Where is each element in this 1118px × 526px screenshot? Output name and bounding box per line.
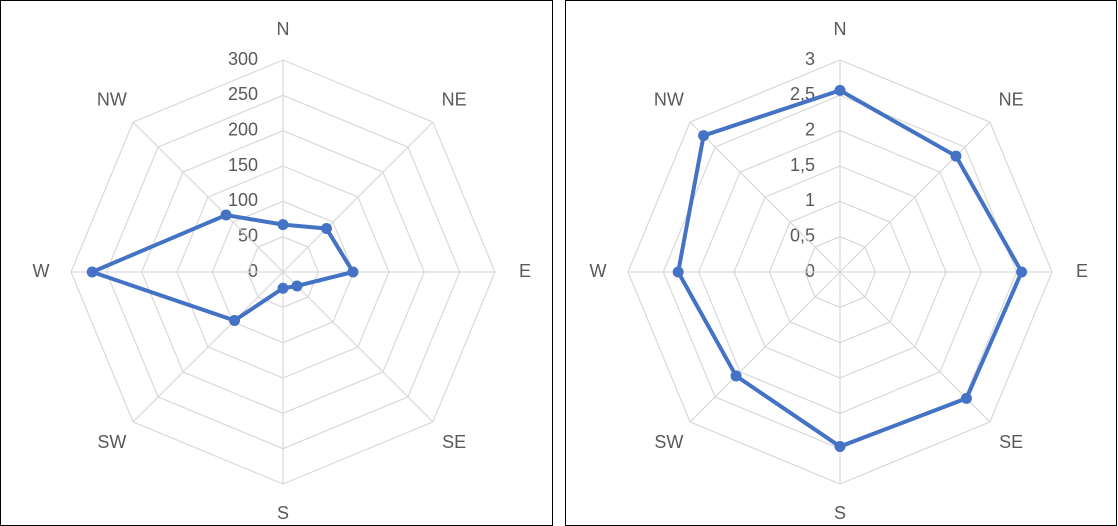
data-point (834, 84, 846, 96)
category-label: SW (654, 432, 683, 452)
category-label: W (590, 261, 607, 281)
data-point (1016, 266, 1028, 278)
category-label: SW (97, 432, 126, 452)
category-label: NW (654, 90, 684, 110)
category-label: NE (999, 90, 1024, 110)
category-label: S (277, 503, 289, 523)
r-tick-label: 0 (248, 261, 258, 281)
r-tick-label: 250 (228, 84, 258, 104)
category-label: W (33, 261, 50, 281)
r-tick-label: 300 (228, 49, 258, 69)
r-tick-label: 50 (238, 225, 258, 245)
r-tick-label: 3 (805, 49, 815, 69)
spoke (839, 121, 991, 273)
data-point (229, 314, 241, 326)
r-tick-label: 200 (228, 119, 258, 139)
r-tick-label: 100 (228, 190, 258, 210)
data-point (698, 130, 710, 142)
r-tick-label: 0 (805, 261, 815, 281)
r-tick-label: 2 (805, 119, 815, 139)
spoke (689, 121, 841, 273)
category-label: S (834, 503, 846, 523)
category-label: SE (442, 432, 466, 452)
series-line (676, 88, 1024, 449)
spoke (689, 271, 841, 423)
data-point (277, 282, 289, 294)
category-label: E (519, 261, 531, 281)
data-point (320, 223, 332, 235)
data-point (672, 266, 684, 278)
category-label: SE (999, 432, 1023, 452)
r-tick-label: 150 (228, 155, 258, 175)
data-point (277, 219, 289, 231)
category-label: E (1076, 261, 1088, 281)
category-label: NW (97, 90, 127, 110)
spoke (132, 271, 284, 423)
data-point (960, 392, 972, 404)
data-point (950, 150, 962, 162)
data-point (730, 370, 742, 382)
data-point (86, 266, 98, 278)
spoke (282, 121, 434, 273)
r-tick-label: 1 (805, 190, 815, 210)
spoke (282, 271, 434, 423)
category-label: N (834, 19, 847, 39)
data-point (220, 209, 232, 221)
series-line (90, 213, 355, 323)
r-tick-label: 1,5 (790, 155, 815, 175)
category-label: NE (442, 90, 467, 110)
data-point (834, 441, 846, 453)
data-point (347, 266, 359, 278)
category-label: N (277, 19, 290, 39)
panel-border (0, 0, 553, 526)
spoke (132, 121, 284, 273)
data-point (291, 280, 303, 292)
